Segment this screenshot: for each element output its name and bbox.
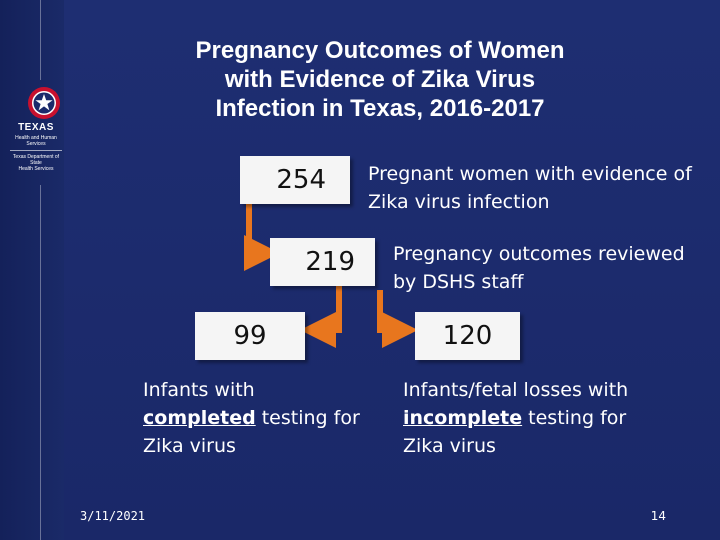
arrow-reviewed-to-completed xyxy=(300,286,342,348)
incomplete-label-post: testing for Zika virus xyxy=(403,407,627,457)
title-line: Infection in Texas, 2016-2017 xyxy=(215,95,545,122)
logo-divider xyxy=(10,150,62,151)
completed-label: Infants with completed testing for Zika … xyxy=(143,376,363,460)
logo-subtitle-line: Services xyxy=(26,141,46,147)
completed-label-post: testing for Zika virus xyxy=(143,407,360,457)
footer-date: 3/11/2021 xyxy=(80,509,146,523)
reviewed-label: Pregnancy outcomes reviewed by DSHS staf… xyxy=(393,243,685,293)
logo-department-line: Health Services xyxy=(18,166,54,172)
incomplete-label-emphasis: incomplete xyxy=(403,407,523,429)
texas-hhs-logo: TEXAS Health and Human Services Texas De… xyxy=(4,84,64,184)
arrow-total-to-reviewed xyxy=(244,204,280,271)
total-count-box: 254 xyxy=(240,156,350,204)
incomplete-label: Infants/fetal losses with incomplete tes… xyxy=(403,376,643,460)
page-number: 14 xyxy=(650,509,666,523)
completed-label-pre: Infants with xyxy=(143,379,255,401)
title-line: Pregnancy Outcomes of Women xyxy=(195,37,565,64)
arrow-reviewed-to-incomplete xyxy=(377,290,418,348)
slide-title: Pregnancy Outcomes of Women with Evidenc… xyxy=(110,36,650,123)
title-line: with Evidence of Zika Virus xyxy=(224,66,536,93)
incomplete-label-pre: Infants/fetal losses with xyxy=(403,379,629,401)
logo-brand: TEXAS xyxy=(18,122,54,133)
sidebar-band xyxy=(0,0,64,540)
logo-subtitle-line: Health and Human xyxy=(15,135,57,141)
completed-label-emphasis: completed xyxy=(143,407,256,429)
completed-count-box: 99 xyxy=(195,312,305,360)
logo-subtitle: Health and Human Services xyxy=(8,135,64,147)
total-label: Pregnant women with evidence of Zika vir… xyxy=(368,163,692,213)
logo-department-line: Texas Department of State xyxy=(12,154,60,166)
sidebar-divider-bottom xyxy=(40,185,41,540)
logo-department: Texas Department of State Health Service… xyxy=(8,154,64,172)
sidebar-divider-top xyxy=(40,0,41,80)
incomplete-count-box: 120 xyxy=(415,312,520,360)
texas-star-seal-icon xyxy=(28,87,60,119)
reviewed-count-box: 219 xyxy=(270,238,375,286)
